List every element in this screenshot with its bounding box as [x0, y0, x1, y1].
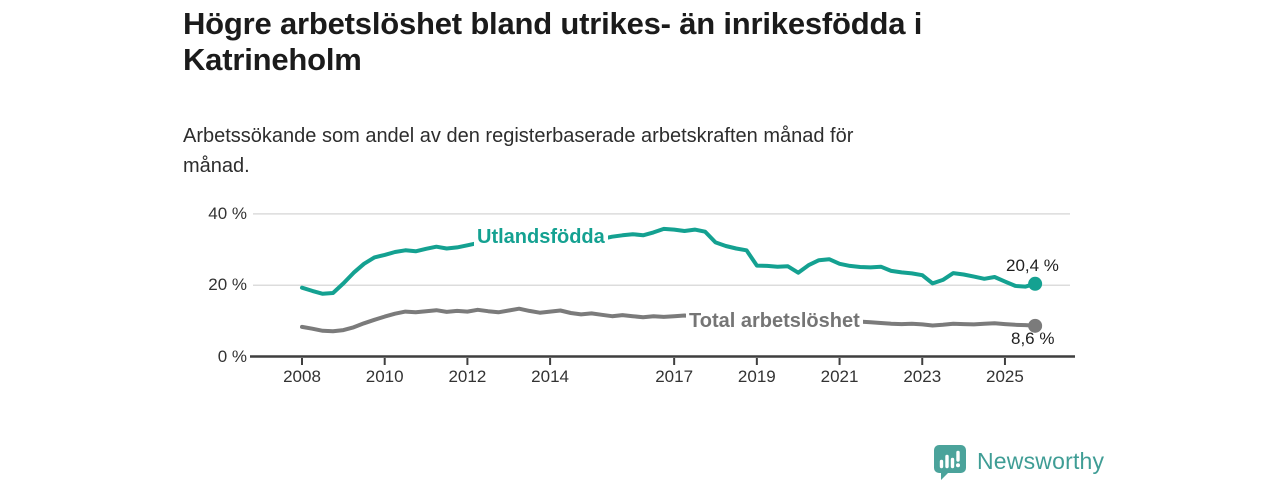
x-tick-label-2008: 2008	[283, 367, 321, 386]
end-value-total-arbetsloshet: 8,6 %	[1011, 329, 1055, 348]
brand-name: Newsworthy	[977, 448, 1105, 474]
x-tick-label-2010: 2010	[365, 367, 404, 386]
y-tick-label-40: 40 %	[208, 203, 247, 223]
page-title: Högre arbetslöshet bland utrikes- än inr…	[183, 6, 922, 78]
series-endpoint-utlandsfodda	[1028, 276, 1043, 291]
x-tick-label-2012: 2012	[448, 367, 487, 386]
gridlines	[253, 213, 1070, 286]
newsworthy-logo: Newsworthy	[931, 443, 1104, 480]
y-tick-label-20: 20 %	[208, 275, 247, 295]
page-subtitle-line1: Arbetssökande som andel av den registerb…	[183, 125, 854, 147]
x-axis	[250, 355, 1075, 365]
y-tick-label-0: 0 %	[217, 346, 247, 366]
series-line-total-arbetsloshet	[300, 306, 1038, 334]
x-tick-label-2019: 2019	[737, 367, 776, 386]
x-tick-label-2021: 2021	[820, 367, 859, 386]
x-tick-label-2023: 2023	[903, 367, 942, 386]
series-line-utlandsfodda	[300, 226, 1038, 296]
x-tick-label-2014: 2014	[531, 367, 569, 386]
end-value-utlandsfodda: 20,4 %	[1006, 256, 1059, 275]
page-subtitle: Arbetssökande som andel av den registerb…	[183, 121, 853, 181]
x-tick-label-2025: 2025	[986, 367, 1024, 386]
series-endpoint-total-arbetsloshet	[1028, 318, 1043, 333]
series-label-total-arbetsloshet: Total arbetslöshet	[686, 309, 863, 333]
page-subtitle-line2: månad.	[183, 155, 250, 177]
page-title-line1: Högre arbetslöshet bland utrikes- än inr…	[183, 6, 923, 41]
page-title-line2: Katrineholm	[183, 42, 362, 77]
series-label-utlandsfodda: Utlandsfödda	[474, 225, 608, 249]
x-tick-label-2017: 2017	[655, 367, 694, 386]
bar-chart-speech-bubble-icon	[934, 445, 966, 480]
